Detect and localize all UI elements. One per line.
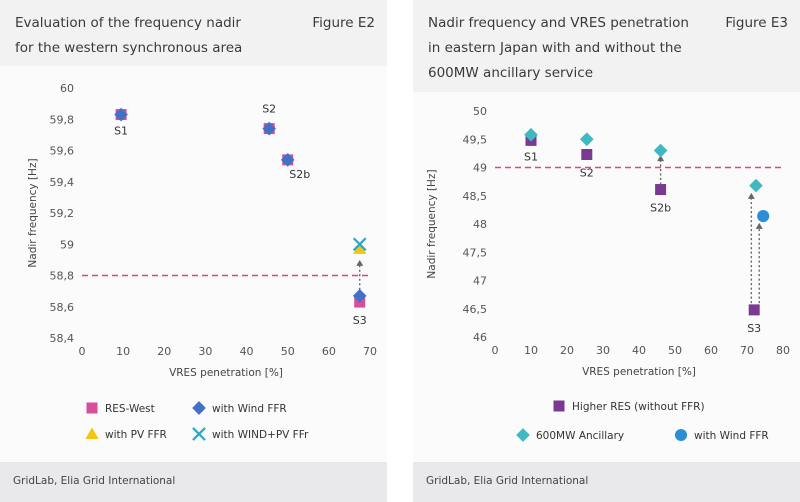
figure-e2-chart: 0 10 20 30 40 50 60 70 58,4 58,6 58,8 59 59,2 59,4 59,…: [27, 82, 377, 441]
legend-marker: [192, 427, 206, 441]
legend-label: Higher RES (without FFR): [572, 401, 705, 413]
y-tick-label: 59,6: [50, 145, 75, 158]
y-tick-label: 49: [473, 162, 487, 175]
figure-e3-header: Nadir frequency and VRES penetration in …: [413, 0, 800, 92]
y-tick-label: 59: [60, 238, 74, 251]
figure-e2-panel: Evaluation of the frequency nadir for th…: [0, 0, 387, 502]
y-tick-label: 47,5: [463, 246, 488, 259]
x-tick-label: 0: [492, 344, 499, 357]
legend-marker: [516, 428, 530, 442]
figure-e3-footer: GridLab, Elia Grid International: [413, 462, 800, 502]
y-tick-label: 60: [60, 82, 74, 95]
y-tick-label: 59,2: [50, 207, 75, 220]
y-tick-label: 58,6: [50, 301, 75, 314]
data-point-triangle: [353, 242, 367, 254]
legend-marker: [192, 401, 206, 415]
legend-label: with WIND+PV FFr: [212, 429, 309, 441]
scenario-label: S2b: [289, 168, 310, 181]
scenario-label: S3: [747, 322, 761, 335]
x-tick-label: 10: [116, 345, 130, 358]
x-tick-label: 40: [240, 345, 254, 358]
x-tick-label: 80: [776, 344, 790, 357]
legend-marker: [674, 428, 688, 442]
data-point-diamond: [114, 107, 128, 122]
data-point-x-stroke-b: [352, 237, 367, 252]
scenario-label: S3: [353, 314, 367, 327]
data-point-square: [748, 304, 760, 316]
x-tick-label: 50: [281, 345, 295, 358]
data-point-diamond: [262, 121, 277, 136]
x-tick-label: 10: [524, 344, 538, 357]
data-point-diamond: [280, 153, 295, 167]
figure-e2-title: Evaluation of the frequency nadir for th…: [15, 11, 242, 61]
y-tick-label: 58,4: [50, 332, 75, 345]
x-tick-label: 30: [198, 345, 212, 358]
y-tick-label: 49,5: [463, 133, 488, 146]
figure-e2-header: Evaluation of the frequency nadir for th…: [0, 0, 387, 66]
y-tick-label: 46,5: [463, 303, 488, 316]
x-tick-label: 50: [668, 344, 682, 357]
y-tick-label: 46: [473, 331, 487, 344]
improvement-arrow-head: [657, 155, 665, 162]
legend-label: with Wind FFR: [212, 403, 287, 415]
figure-e2-source: GridLab, Elia Grid International: [13, 475, 176, 487]
x-tick-label: 70: [363, 345, 377, 358]
x-tick-label: 40: [632, 344, 646, 357]
data-point-square: [655, 184, 667, 196]
y-axis-label: Nadir frequency [Hz]: [426, 169, 438, 278]
figure-e3-label: Figure E3: [725, 15, 788, 31]
data-point-diamond: [653, 143, 668, 158]
x-tick-label: 20: [560, 344, 574, 357]
y-tick-label: 59,4: [50, 176, 75, 189]
data-point-diamond: [749, 178, 763, 193]
figure-e3-title-line-2: in eastern Japan with and without the: [428, 40, 682, 56]
legend-marker: [85, 427, 99, 439]
x-tick-label: 20: [157, 345, 171, 358]
data-point-square: [581, 149, 593, 161]
improvement-arrow-head: [755, 222, 763, 229]
figure-e3-chart: 0 10 20 30 40 50 60 70 80 46 46,5 47 47,5 48 48,5 49 49,…: [426, 105, 790, 442]
figure-e2-footer: GridLab, Elia Grid International: [0, 462, 387, 502]
y-tick-label: 48,5: [463, 190, 488, 203]
x-axis-label: VRES penetration [%]: [582, 366, 696, 378]
legend-label: with PV FFR: [105, 429, 167, 441]
y-tick-label: 59,8: [50, 113, 75, 126]
x-tick-label: 30: [596, 344, 610, 357]
scenario-label: S2b: [650, 202, 671, 215]
data-point-diamond: [352, 288, 367, 303]
legend-label: 600MW Ancillary: [536, 430, 624, 442]
figure-e3-title-line-1: Nadir frequency and VRES penetration: [428, 15, 689, 31]
x-axis-label: VRES penetration [%]: [169, 367, 283, 379]
x-tick-label: 70: [740, 344, 754, 357]
improvement-arrow-head: [747, 192, 755, 199]
scenario-label: S1: [114, 125, 128, 138]
figure-e2-title-line-2: for the western synchronous area: [15, 40, 243, 56]
y-tick-label: 50: [473, 105, 487, 118]
figure-e2-title-line-1: Evaluation of the frequency nadir: [15, 15, 241, 31]
figure-e2-label: Figure E2: [312, 15, 375, 31]
y-tick-label: 58,8: [50, 270, 75, 283]
scenario-label: S2: [580, 167, 594, 180]
legend-marker: [553, 400, 565, 412]
legend-label: with Wind FFR: [694, 430, 769, 442]
data-point-circle: [757, 210, 770, 223]
x-tick-label: 0: [79, 345, 86, 358]
scenario-label: S1: [524, 150, 538, 163]
figure-e3-title-line-3: 600MW ancillary service: [428, 65, 594, 81]
scenario-label: S2: [262, 103, 276, 116]
y-tick-label: 47: [473, 275, 487, 288]
legend-label: RES-West: [105, 403, 155, 415]
figure-e3-source: GridLab, Elia Grid International: [426, 475, 589, 487]
y-axis-label: Nadir frequency [Hz]: [27, 158, 39, 267]
data-point-diamond: [579, 132, 594, 147]
legend-marker: [86, 402, 98, 414]
improvement-arrow-head: [356, 259, 364, 266]
y-tick-label: 48: [473, 218, 487, 231]
x-tick-label: 60: [704, 344, 718, 357]
data-point-x: [352, 237, 367, 252]
legend-marker-stroke-b: [192, 427, 206, 441]
figure-e3-panel: Nadir frequency and VRES penetration in …: [413, 0, 800, 502]
figure-e3-title: Nadir frequency and VRES penetration in …: [428, 11, 689, 86]
x-tick-label: 60: [322, 345, 336, 358]
